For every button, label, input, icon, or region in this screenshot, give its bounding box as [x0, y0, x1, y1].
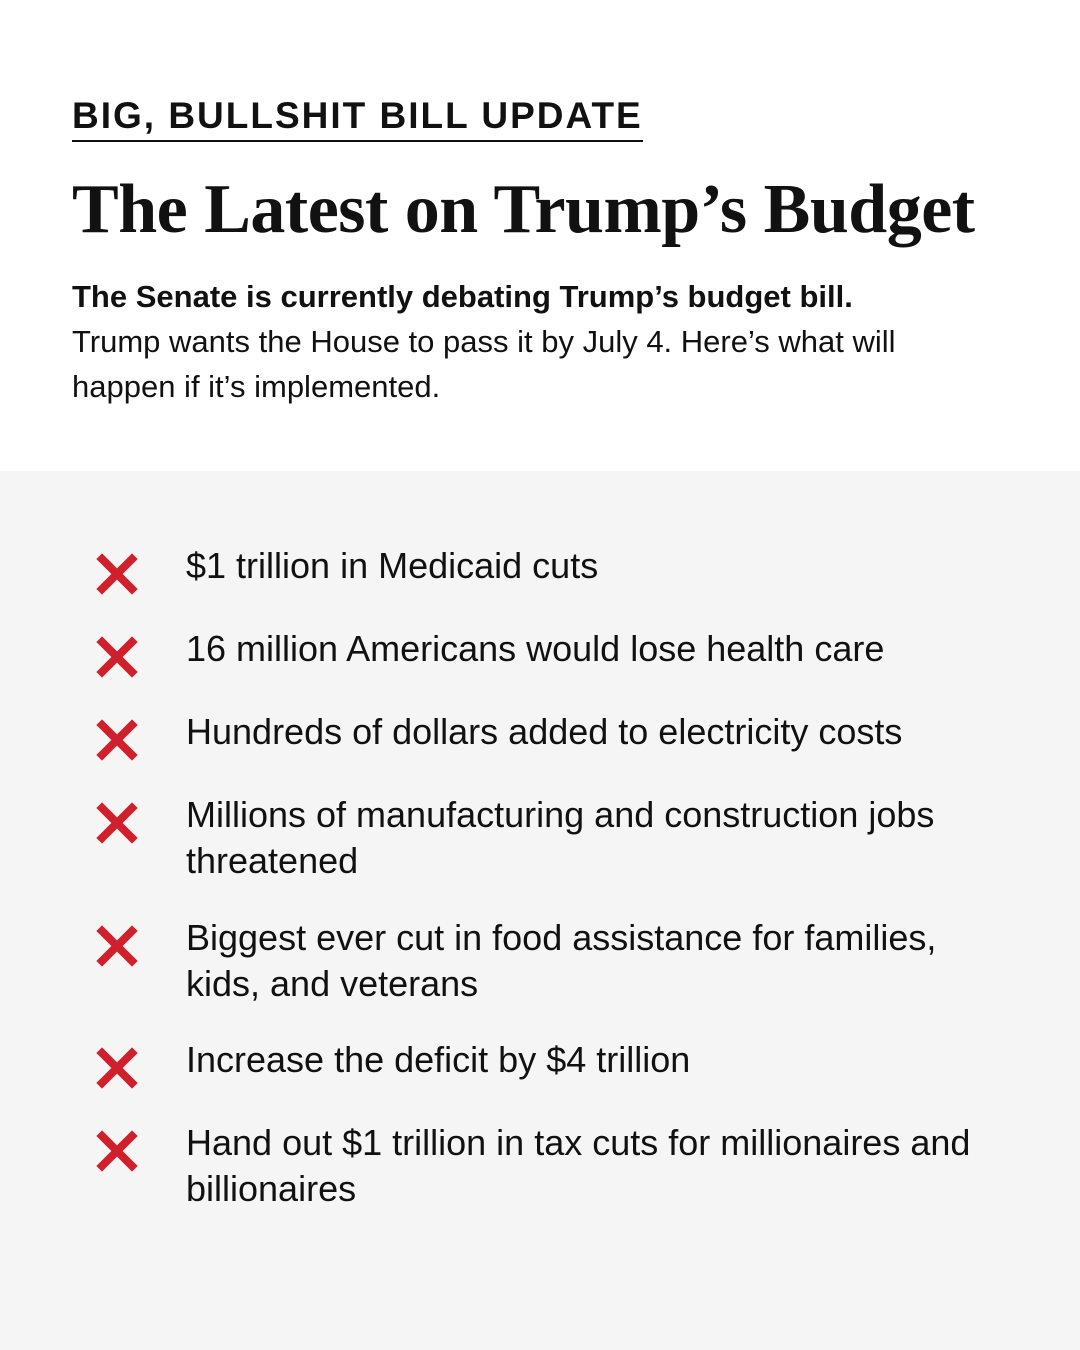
page-title: The Latest on Trump’s Budget: [72, 171, 975, 248]
list-item-text: $1 trillion in Medicaid cuts: [186, 545, 599, 586]
x-mark-icon: [96, 719, 138, 761]
x-mark-icon: [96, 636, 138, 678]
x-mark-icon: [96, 1047, 138, 1089]
kicker-label: BIG, BULLSHIT BILL UPDATE: [72, 94, 643, 142]
list-item-text: Millions of manufacturing and constructi…: [186, 794, 935, 881]
list-item-text: Hundreds of dollars added to electricity…: [186, 711, 903, 752]
list-item-text: Hand out $1 trillion in tax cuts for mil…: [186, 1122, 971, 1209]
x-mark-icon: [96, 925, 138, 967]
x-mark-icon: [96, 1130, 138, 1172]
impacts-panel: $1 trillion in Medicaid cuts 16 million …: [0, 471, 1080, 1350]
list-item-text: Increase the deficit by $4 trillion: [186, 1039, 691, 1080]
intro-lead: The Senate is currently debating Trump’s…: [72, 279, 853, 314]
intro-paragraph: The Senate is currently debating Trump’s…: [72, 274, 952, 409]
x-mark-icon: [96, 553, 138, 595]
x-mark-icon: [96, 802, 138, 844]
list-item-text: 16 million Americans would lose health c…: [186, 628, 885, 669]
intro-body: Trump wants the House to pass it by July…: [72, 324, 896, 404]
list-item-text: Biggest ever cut in food assistance for …: [186, 917, 937, 1004]
header-section: BIG, BULLSHIT BILL UPDATE The Latest on …: [0, 0, 1080, 471]
